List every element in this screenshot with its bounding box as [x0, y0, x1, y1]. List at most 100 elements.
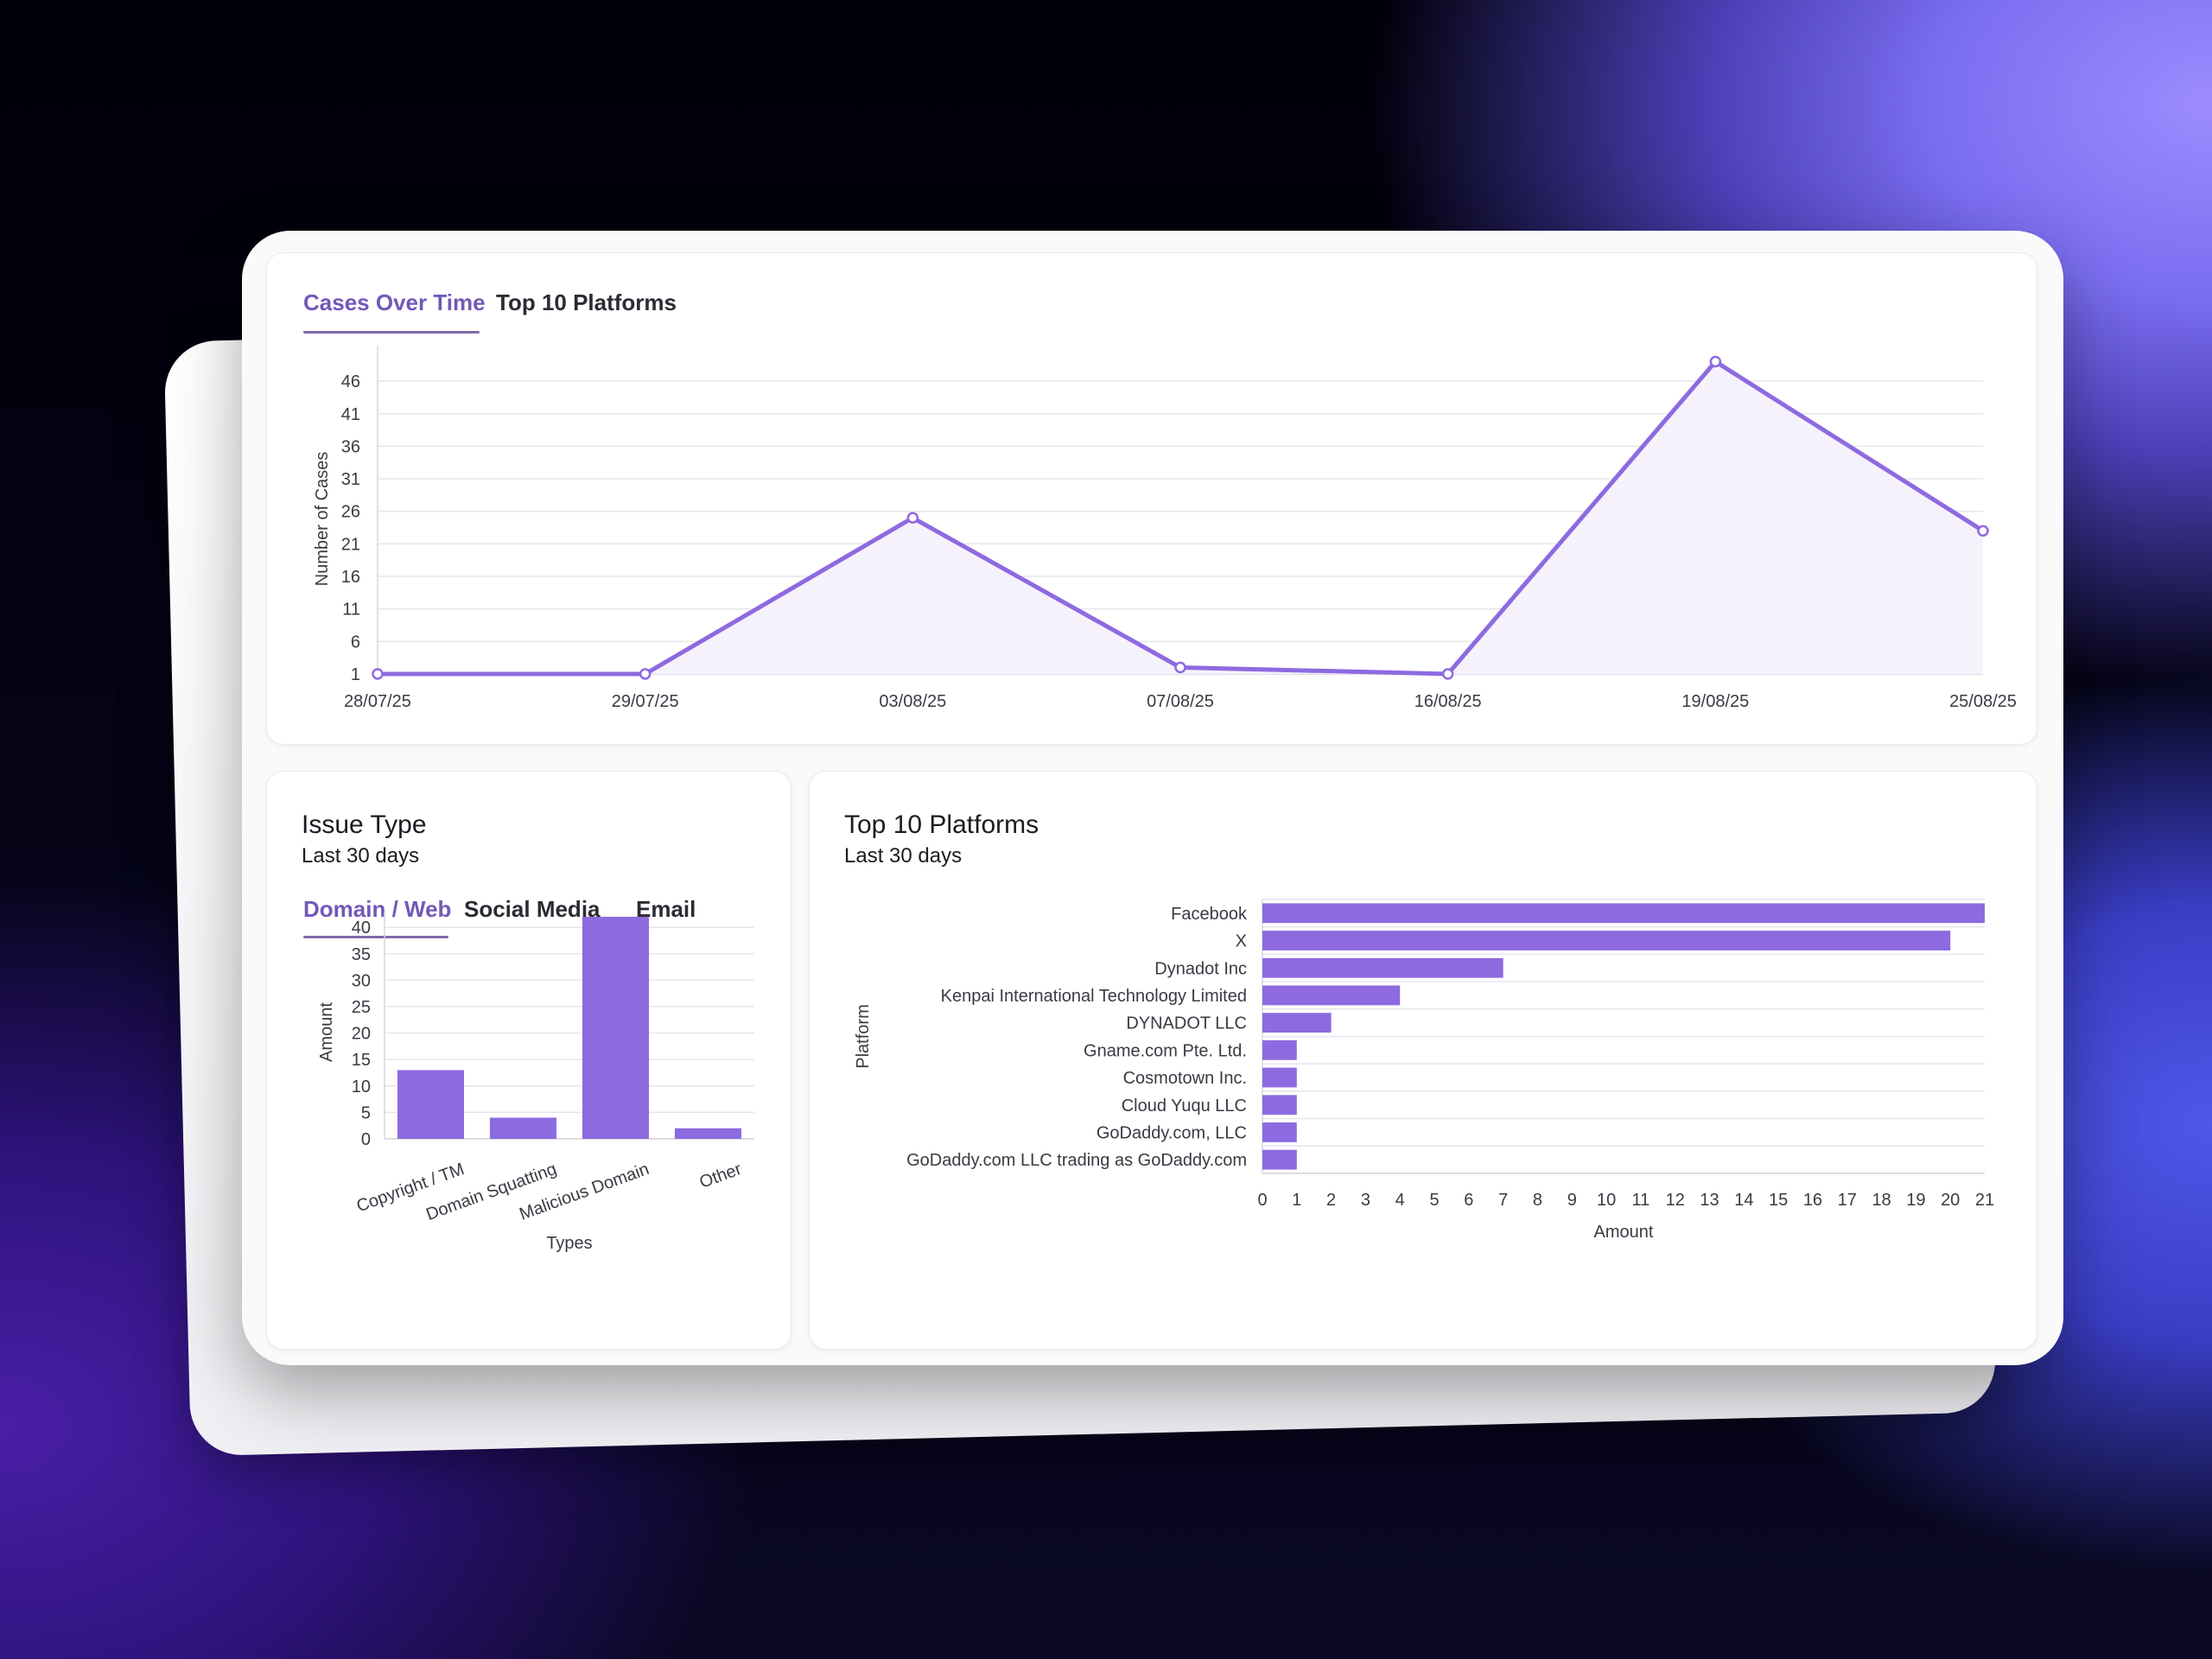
y-tick-label: 6 [351, 632, 360, 652]
bar [1262, 1067, 1297, 1088]
y-tick-label: 20 [352, 1025, 371, 1044]
x-tick-label: 8 [1533, 1191, 1542, 1210]
x-tick-label: 6 [1464, 1191, 1473, 1210]
y-tick-label: 26 [341, 503, 360, 522]
x-tick-label: 25/08/25 [1949, 692, 2017, 711]
x-tick-label: 7 [1498, 1191, 1508, 1210]
y-tick-label: 5 [361, 1103, 371, 1122]
x-tick-label: 16 [1803, 1191, 1822, 1210]
x-tick-label: 0 [1257, 1191, 1267, 1210]
x-axis-label: Amount [1594, 1223, 1654, 1242]
y-tick-label: GoDaddy.com, LLC [1096, 1123, 1247, 1142]
data-point [639, 668, 652, 680]
y-tick-label: 10 [352, 1077, 371, 1096]
bar [1262, 1039, 1297, 1060]
bar [582, 917, 650, 1139]
x-tick-label: 14 [1734, 1191, 1753, 1210]
data-point [1709, 355, 1722, 368]
bar [1262, 1122, 1297, 1142]
bar [1262, 985, 1401, 1006]
y-axis-label: Platform [854, 1004, 873, 1068]
x-tick-label: 11 [1632, 1191, 1650, 1210]
data-point [906, 512, 919, 524]
tab-top-10-platforms[interactable]: Top 10 Platforms [496, 289, 677, 315]
data-point [372, 668, 384, 680]
issue-type-subtitle: Last 30 days [302, 844, 420, 868]
y-tick-label: Cosmotown Inc. [1123, 1069, 1247, 1088]
bar [1262, 1095, 1297, 1116]
y-tick-label: 21 [341, 535, 360, 554]
y-tick-label: 25 [352, 998, 371, 1017]
y-tick-label: Dynadot Inc [1154, 959, 1247, 978]
y-tick-label: 15 [352, 1051, 371, 1070]
x-tick-label: 12 [1666, 1191, 1685, 1210]
x-tick-label: 17 [1838, 1191, 1857, 1210]
x-tick-label: 19 [1906, 1191, 1925, 1210]
y-tick-label: 36 [341, 437, 360, 456]
y-tick-label: Kenpai International Technology Limited [941, 987, 1247, 1006]
x-tick-label: 18 [1872, 1191, 1891, 1210]
top-platforms-title: Top 10 Platforms [844, 810, 1039, 839]
x-tick-label: 4 [1395, 1191, 1405, 1210]
active-tab-underline [303, 936, 448, 938]
x-tick-label: 16/08/25 [1414, 692, 1482, 711]
x-tick-label: 07/08/25 [1147, 692, 1214, 711]
x-tick-label: 03/08/25 [879, 692, 946, 711]
x-tick-label: Other [697, 1160, 745, 1192]
x-tick-label: 20 [1941, 1191, 1960, 1210]
top-platforms-subtitle: Last 30 days [844, 844, 963, 868]
x-tick-label: 13 [1700, 1191, 1719, 1210]
y-tick-label: 11 [342, 601, 360, 620]
x-axis-label: Types [546, 1234, 592, 1253]
y-tick-label: 40 [352, 918, 371, 938]
x-tick-label: 29/07/25 [612, 692, 679, 711]
bar [1262, 931, 1951, 950]
bar [397, 1070, 465, 1139]
y-tick-label: GoDaddy.com LLC trading as GoDaddy.com [906, 1151, 1247, 1170]
y-tick-label: 16 [341, 568, 360, 587]
top-platforms-bar-chart: Facebook X Dynadot Inc Kenpai International… [854, 899, 1994, 1242]
y-tick-label: 1 [351, 665, 360, 684]
y-axis-label: Number of Cases [313, 452, 332, 587]
tab-cases-over-time[interactable]: Cases Over Time [303, 289, 486, 315]
issue-type-title: Issue Type [302, 810, 427, 839]
bar [1262, 1013, 1332, 1033]
issue-type-panel: Issue Type Last 30 days Domain / Web Soc… [266, 771, 791, 1350]
data-point [1977, 524, 1989, 537]
x-tick-label: 15 [1769, 1191, 1788, 1210]
data-point [1174, 661, 1186, 674]
bar [489, 1117, 557, 1139]
y-tick-label: 35 [352, 945, 371, 964]
bar [674, 1128, 742, 1139]
y-tick-label: Facebook [1171, 905, 1248, 924]
x-tick-label: 19/08/25 [1681, 692, 1749, 711]
x-tick-label: 3 [1361, 1191, 1370, 1210]
y-tick-label: 0 [361, 1130, 371, 1149]
data-point [1441, 668, 1454, 680]
x-tick-label: 2 [1326, 1191, 1336, 1210]
top-platforms-panel: Top 10 Platforms Last 30 days Facebook X D… [809, 771, 2037, 1350]
bar [1262, 957, 1503, 978]
cases-panel: Cases Over Time Top 10 Platforms 1 6 11 16 2… [266, 252, 2037, 745]
x-tick-label: 21 [1975, 1191, 1994, 1210]
x-tick-label: 28/07/25 [344, 692, 411, 711]
y-tick-label: 46 [341, 372, 360, 391]
bar [1262, 903, 1985, 924]
y-tick-label: 41 [341, 405, 360, 424]
y-tick-label: X [1236, 932, 1247, 951]
series-area [378, 361, 1983, 674]
tab-social-media[interactable]: Social Media [464, 896, 601, 922]
y-tick-label: DYNADOT LLC [1126, 1014, 1247, 1033]
y-tick-label: 30 [352, 971, 371, 990]
y-tick-label: Cloud Yuqu LLC [1122, 1096, 1247, 1116]
x-tick-label: 10 [1597, 1191, 1616, 1210]
dashboard-card: Cases Over Time Top 10 Platforms 1 6 11 16 2… [242, 231, 2063, 1365]
bar [1262, 1149, 1297, 1170]
y-axis-label: Amount [317, 1002, 336, 1062]
y-tick-label: 31 [341, 470, 360, 489]
tab-domain-web[interactable]: Domain / Web [303, 896, 452, 922]
x-tick-label: 1 [1292, 1191, 1301, 1210]
active-tab-underline [303, 331, 480, 334]
